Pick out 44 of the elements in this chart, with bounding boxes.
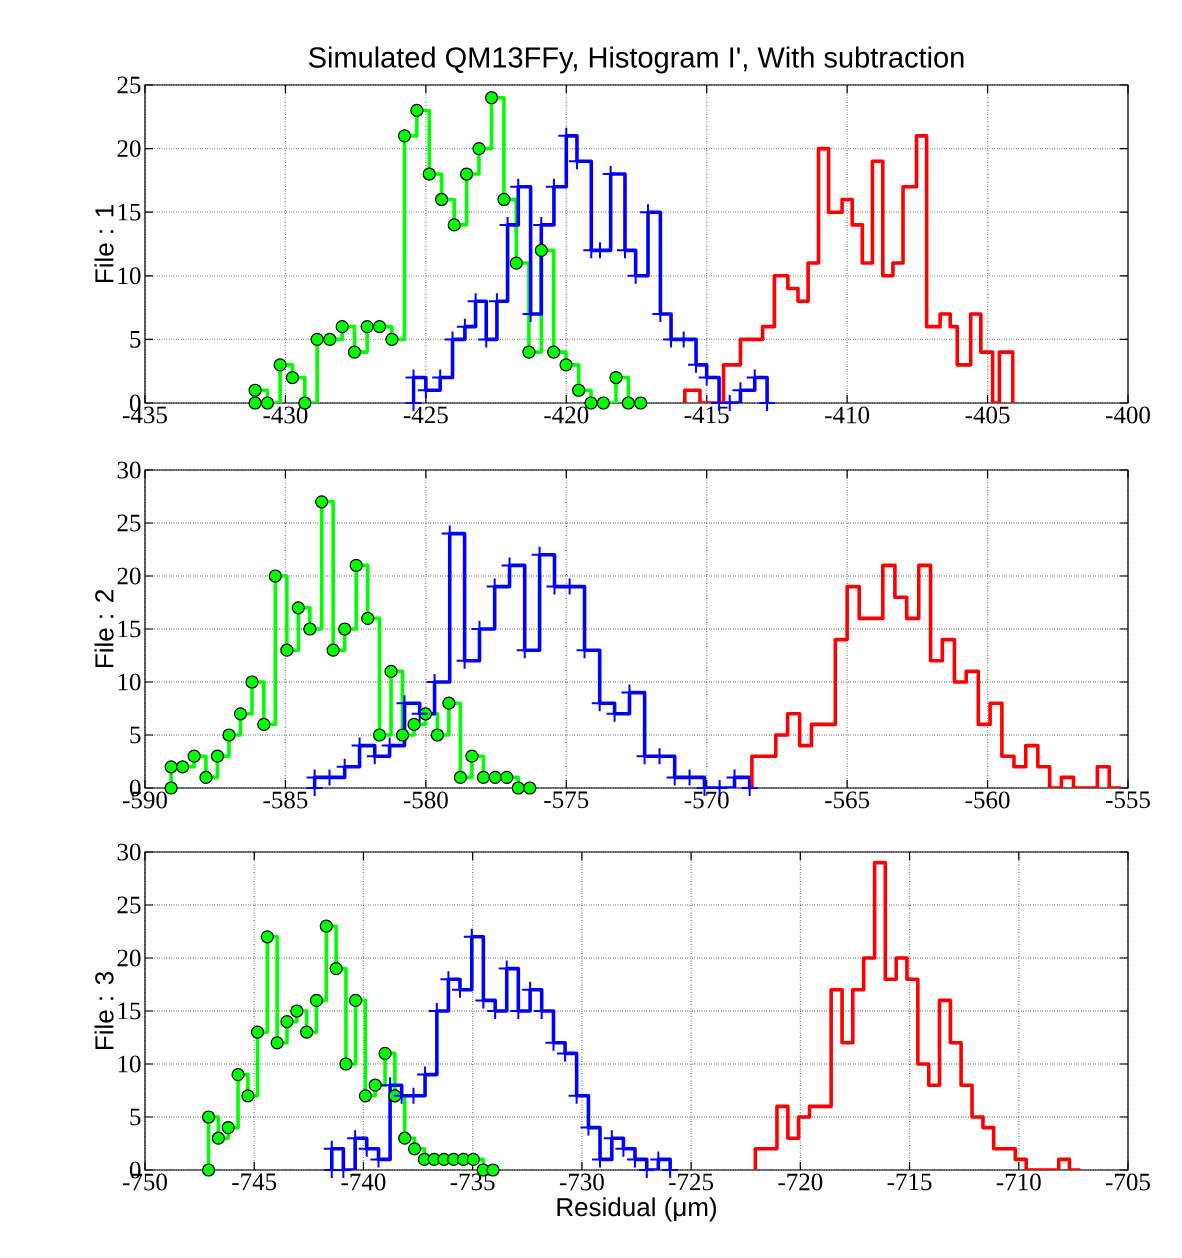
x-tick-label: -575	[544, 791, 589, 809]
x-tick-label: -740	[341, 1173, 386, 1191]
x-tick-label: -720	[778, 1173, 823, 1191]
x-tick-label: -745	[232, 1173, 277, 1191]
y-axis-title: File : 3	[94, 971, 114, 1050]
x-tick-label: -565	[825, 791, 870, 809]
y-tick-label: 20	[117, 567, 141, 585]
y-tick-label: 5	[130, 1108, 141, 1126]
x-tick-label: -705	[1106, 1173, 1150, 1191]
x-tick-label: -730	[559, 1173, 604, 1191]
y-tick-label: 15	[118, 620, 141, 638]
x-tick-label: -585	[263, 791, 308, 809]
y-tick-label: 25	[117, 76, 141, 94]
x-tick-label: -405	[965, 406, 1010, 424]
y-tick-label: 25	[117, 896, 141, 914]
x-tick-label: -580	[403, 791, 448, 809]
x-tick-label: -725	[669, 1173, 714, 1191]
y-tick-label: 5	[130, 331, 141, 348]
x-tick-label: -710	[996, 1173, 1041, 1191]
y-tick-label: 25	[117, 514, 141, 532]
y-tick-label: 5	[130, 726, 141, 744]
x-tick-label: -415	[684, 406, 729, 424]
x-tick-label: -430	[263, 406, 308, 424]
x-tick-label: -555	[1106, 791, 1150, 809]
y-tick-label: 15	[118, 1002, 141, 1020]
x-tick-label: -570	[684, 791, 729, 809]
y-tick-label: 10	[118, 1055, 141, 1073]
y-tick-label: 20	[117, 140, 141, 158]
x-tick-label: -400	[1106, 406, 1150, 424]
y-tick-label: 10	[118, 673, 141, 691]
y-tick-label: 20	[117, 949, 141, 967]
x-tick-label: -420	[544, 406, 589, 424]
y-tick-label: 15	[118, 203, 141, 221]
y-tick-label: 10	[118, 267, 141, 285]
x-axis-title: Residual (μm)	[557, 1197, 716, 1222]
x-tick-label: -715	[887, 1173, 932, 1191]
x-tick-label: -560	[965, 791, 1010, 809]
y-axis-title: File : 1	[94, 205, 114, 283]
y-tick-label: 30	[117, 843, 141, 861]
y-tick-label: 30	[117, 461, 141, 479]
y-axis-title: File : 2	[94, 590, 114, 668]
x-tick-label: -410	[825, 406, 870, 424]
x-tick-label: -425	[403, 406, 448, 424]
chart-title: Simulated QM13FFy, Histogram I', With subtraction	[308, 46, 964, 74]
